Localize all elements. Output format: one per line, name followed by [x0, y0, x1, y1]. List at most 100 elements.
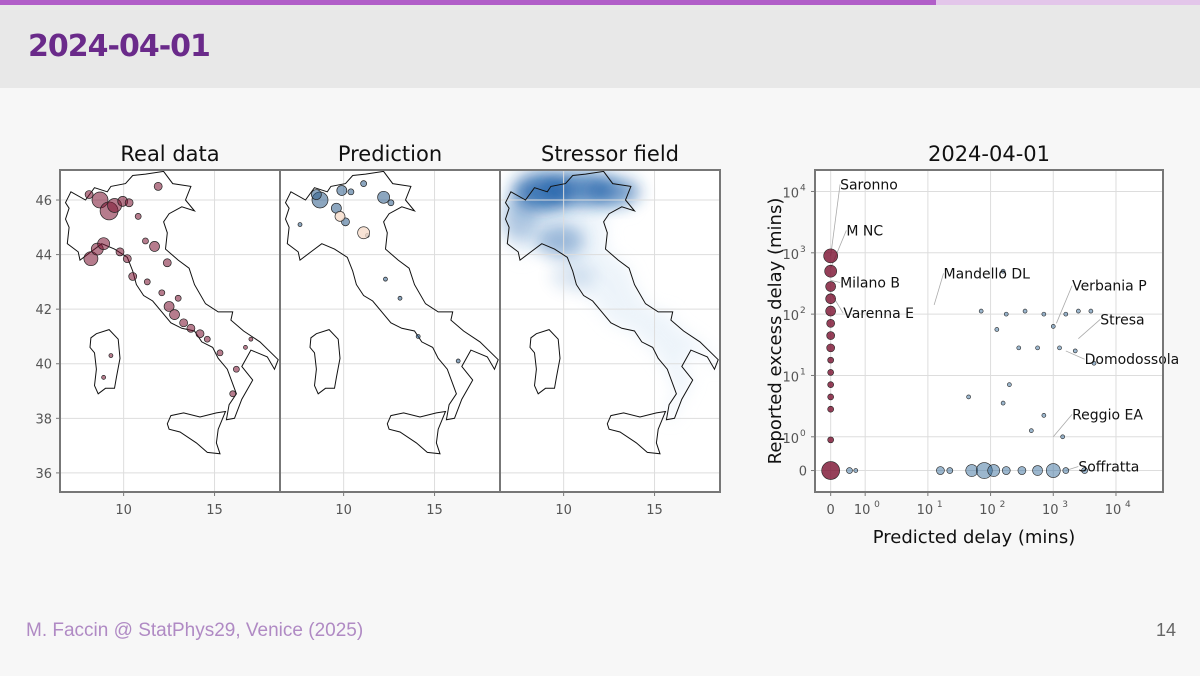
delay-point — [1063, 311, 1069, 317]
station-point — [357, 226, 370, 240]
y-tick-exponent: 1 — [800, 367, 806, 377]
x-tick-label: 15 — [426, 503, 443, 518]
stressor-field — [501, 171, 719, 420]
delay-point — [824, 264, 837, 278]
station-point — [153, 182, 163, 191]
delay-point — [827, 436, 834, 444]
y-tick-exponent: 0 — [800, 429, 806, 439]
y-tick-label: 10 — [782, 309, 799, 324]
station-annotation: Milano B — [840, 276, 900, 292]
map-background — [280, 170, 500, 492]
delay-point — [1041, 413, 1047, 418]
delay-point — [1017, 466, 1027, 475]
station-point — [186, 323, 196, 333]
delay-point — [1050, 324, 1056, 329]
delay-scatter-panel: Saronno M NC Milano B Varenna E Mandello DL V… — [765, 142, 1179, 548]
station-point — [143, 278, 151, 286]
coastline-sardinia — [529, 329, 561, 395]
delay-point — [1088, 308, 1094, 314]
coastline-sicily — [166, 410, 227, 455]
delay-point — [1003, 311, 1009, 317]
station-point — [297, 222, 303, 227]
delay-point — [936, 466, 945, 475]
station-point — [243, 345, 248, 350]
map-background — [60, 170, 280, 492]
station-point — [158, 289, 166, 297]
y-tick-label: 38 — [35, 412, 52, 427]
delay-point — [827, 405, 834, 413]
x-tick-exponent: 2 — [1000, 500, 1006, 510]
delay-point — [965, 464, 979, 477]
x-tick-label: 10 — [1105, 503, 1122, 518]
station-annotation: Reggio EA — [1072, 407, 1143, 423]
station-point — [108, 353, 114, 358]
delay-point — [1072, 348, 1078, 354]
progress-fill — [0, 0, 936, 5]
y-tick-label: 36 — [35, 467, 52, 482]
page-number: 14 — [1155, 620, 1176, 640]
delay-point — [1091, 360, 1097, 366]
delay-point — [1007, 382, 1012, 387]
delay-point — [853, 468, 859, 473]
delay-point — [1076, 308, 1081, 314]
delay-point — [978, 308, 984, 314]
delay-point — [1022, 308, 1028, 314]
delay-point — [825, 305, 836, 317]
station-point — [334, 211, 346, 222]
station-annotation: Saronno — [840, 177, 898, 193]
delay-point — [946, 467, 954, 474]
station-point — [203, 335, 211, 343]
slide-title: 2024-04-01 — [28, 29, 211, 64]
y-tick-label: 0 — [799, 465, 807, 480]
station-point — [162, 258, 172, 268]
stressor-hotspot — [536, 224, 584, 258]
y-tick-label: 10 — [782, 186, 799, 201]
delay-point — [1060, 434, 1065, 440]
delay-point — [827, 369, 834, 376]
station-point — [163, 301, 175, 312]
delay-point — [1035, 345, 1040, 351]
y-tick-label: 40 — [35, 358, 52, 373]
delay-point — [987, 464, 1001, 477]
title-bar: 2024-04-01 — [0, 5, 1200, 88]
station-point — [122, 254, 132, 264]
delay-point — [826, 343, 835, 353]
delay-point — [827, 393, 834, 401]
station-annotation: Verbania P — [1072, 279, 1147, 295]
annotation-leader — [1078, 319, 1101, 339]
station-point — [229, 390, 237, 398]
station-point — [142, 237, 149, 245]
coastline-sardinia — [309, 329, 341, 395]
station-point — [83, 251, 99, 267]
panel-title: Stressor field — [541, 142, 679, 166]
station-point — [347, 188, 355, 196]
x-tick-label: 10 — [1042, 503, 1059, 518]
stressor-hotspot — [501, 197, 539, 241]
x-tick-label: 10 — [555, 503, 572, 518]
delay-point — [821, 461, 840, 480]
station-point — [336, 185, 348, 196]
station-annotation: Stresa — [1100, 312, 1144, 328]
station-point — [415, 334, 421, 339]
x-tick-label: 15 — [646, 503, 663, 518]
delay-point — [1041, 311, 1047, 317]
map-panel-1: Real data 10 15 36 38 40 42 44 46 — [35, 142, 281, 518]
x-tick-label: 15 — [206, 503, 223, 518]
stressor-hotspot — [550, 262, 595, 291]
x-tick-label: 10 — [917, 503, 934, 518]
delay-point — [1000, 268, 1006, 274]
x-tick-exponent: 4 — [1125, 500, 1131, 510]
station-point — [387, 199, 395, 207]
stressor-hotspot — [589, 178, 641, 206]
scatter-background — [815, 170, 1163, 492]
x-tick-exponent: 1 — [937, 500, 943, 510]
x-tick-exponent: 0 — [874, 500, 880, 510]
coastline-mainland — [284, 170, 499, 421]
annotation-leader — [1052, 414, 1073, 438]
station-point — [377, 190, 390, 204]
coastline-sardinia — [89, 329, 121, 395]
station-point — [97, 237, 110, 251]
station-annotation: Domodossola — [1085, 352, 1180, 368]
coastline-mainland — [504, 170, 719, 421]
y-tick-exponent: 4 — [800, 183, 806, 193]
